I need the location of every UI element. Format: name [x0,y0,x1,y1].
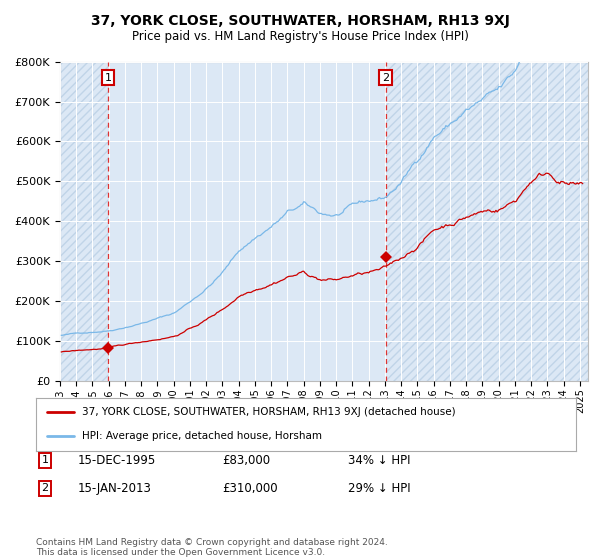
Text: HPI: Average price, detached house, Horsham: HPI: Average price, detached house, Hors… [82,431,322,441]
Text: 37, YORK CLOSE, SOUTHWATER, HORSHAM, RH13 9XJ: 37, YORK CLOSE, SOUTHWATER, HORSHAM, RH1… [91,14,509,28]
Text: 2: 2 [382,73,389,82]
Text: 34% ↓ HPI: 34% ↓ HPI [348,454,410,467]
Text: 15-JAN-2013: 15-JAN-2013 [78,482,152,495]
Text: 15-DEC-1995: 15-DEC-1995 [78,454,156,467]
Text: Price paid vs. HM Land Registry's House Price Index (HPI): Price paid vs. HM Land Registry's House … [131,30,469,43]
Text: £83,000: £83,000 [222,454,270,467]
Text: £310,000: £310,000 [222,482,278,495]
Text: 37, YORK CLOSE, SOUTHWATER, HORSHAM, RH13 9XJ (detached house): 37, YORK CLOSE, SOUTHWATER, HORSHAM, RH1… [82,408,455,418]
Bar [60,62,108,381]
Bar [386,62,588,381]
Text: 1: 1 [41,455,49,465]
Text: Contains HM Land Registry data © Crown copyright and database right 2024.
This d: Contains HM Land Registry data © Crown c… [36,538,388,557]
Text: 1: 1 [104,73,112,82]
Text: 29% ↓ HPI: 29% ↓ HPI [348,482,410,495]
Text: 2: 2 [41,483,49,493]
